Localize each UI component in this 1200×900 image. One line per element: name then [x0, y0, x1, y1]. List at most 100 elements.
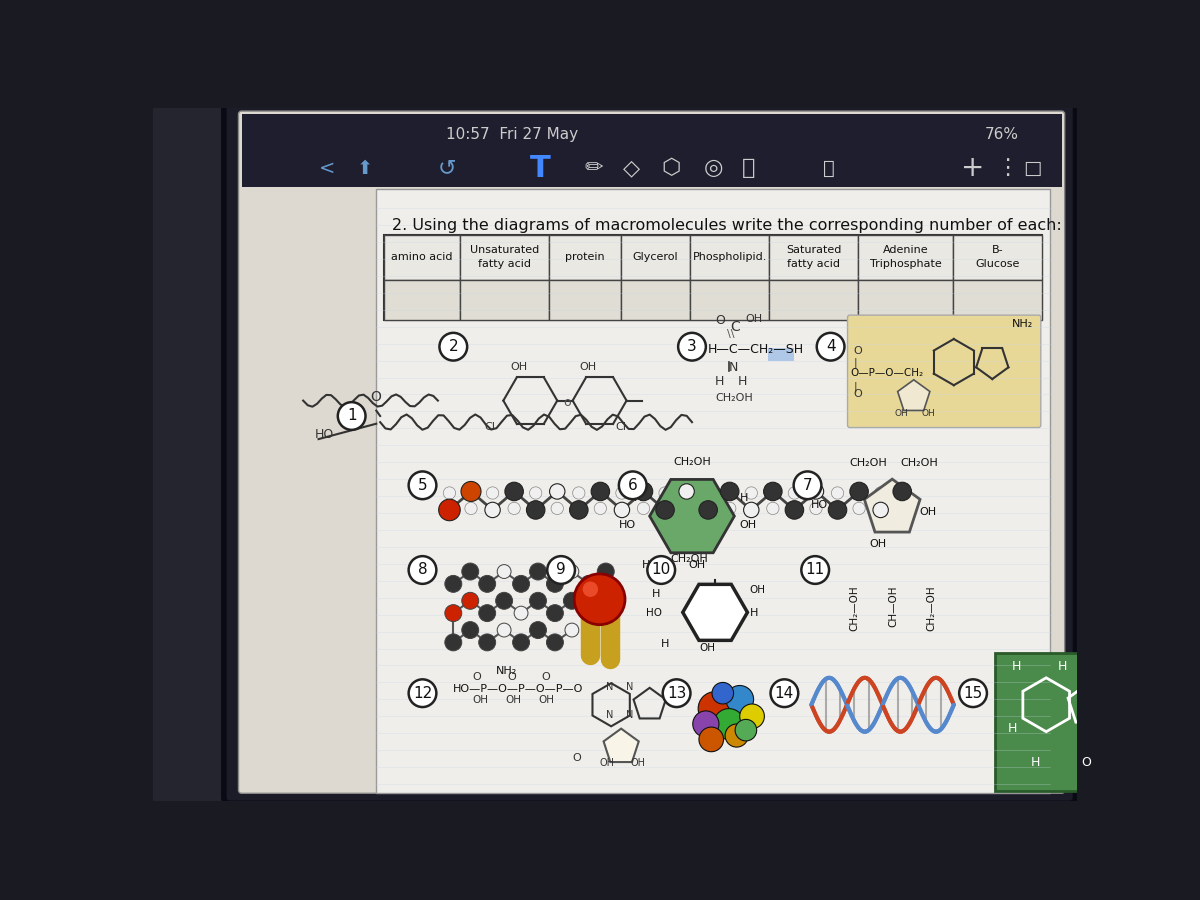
Circle shape: [592, 482, 610, 500]
Circle shape: [572, 487, 584, 500]
Circle shape: [679, 484, 695, 500]
Circle shape: [547, 556, 575, 584]
FancyBboxPatch shape: [622, 280, 690, 319]
Circle shape: [724, 502, 736, 515]
Circle shape: [726, 686, 754, 713]
Text: Saturated: Saturated: [786, 246, 841, 256]
Text: O: O: [473, 672, 481, 682]
Text: CH₂OH: CH₂OH: [850, 458, 888, 468]
Polygon shape: [864, 479, 920, 532]
Polygon shape: [649, 480, 734, 553]
Text: O—P—O—CH₂: O—P—O—CH₂: [851, 368, 924, 378]
Circle shape: [479, 575, 496, 592]
FancyBboxPatch shape: [769, 280, 858, 319]
Circle shape: [714, 708, 744, 740]
Circle shape: [479, 634, 496, 651]
Text: CH₂—OH: CH₂—OH: [926, 585, 937, 631]
Circle shape: [551, 502, 564, 515]
Circle shape: [598, 592, 614, 609]
Text: 2. Using the diagrams of macromolecules write the corresponding number of each:: 2. Using the diagrams of macromolecules …: [391, 218, 1062, 232]
Text: 2: 2: [449, 339, 458, 355]
Polygon shape: [898, 380, 930, 410]
Text: 10:57  Fri 27 May: 10:57 Fri 27 May: [445, 128, 577, 142]
Text: OH: OH: [688, 560, 706, 570]
Circle shape: [614, 502, 630, 518]
Text: OH: OH: [510, 362, 527, 372]
Text: |: |: [853, 381, 857, 392]
Text: 6: 6: [628, 478, 637, 493]
Text: H: H: [661, 639, 670, 649]
Text: N: N: [625, 682, 634, 692]
Text: OH: OH: [630, 759, 646, 769]
Text: N: N: [728, 361, 738, 374]
Circle shape: [702, 487, 714, 500]
Polygon shape: [683, 584, 748, 641]
Text: O: O: [508, 672, 516, 682]
FancyBboxPatch shape: [548, 280, 622, 319]
Circle shape: [514, 607, 528, 620]
Circle shape: [497, 564, 511, 579]
Circle shape: [565, 623, 578, 637]
Text: H: H: [715, 375, 725, 388]
Circle shape: [720, 482, 739, 500]
Circle shape: [656, 500, 674, 519]
Circle shape: [763, 482, 782, 500]
Text: fatty acid: fatty acid: [478, 259, 530, 269]
Text: <: <: [318, 158, 348, 177]
Text: ⬆: ⬆: [358, 158, 373, 177]
Circle shape: [439, 333, 467, 361]
Text: H: H: [1008, 722, 1018, 734]
Circle shape: [598, 563, 614, 580]
Circle shape: [793, 472, 821, 500]
Circle shape: [527, 500, 545, 519]
Circle shape: [853, 502, 865, 515]
Circle shape: [485, 502, 500, 518]
Text: Glycerol: Glycerol: [632, 252, 678, 263]
Text: \\: \\: [727, 329, 734, 339]
Circle shape: [817, 333, 845, 361]
Circle shape: [546, 575, 564, 592]
FancyBboxPatch shape: [690, 235, 769, 280]
FancyBboxPatch shape: [460, 280, 548, 319]
Text: O: O: [542, 672, 551, 682]
Circle shape: [828, 500, 847, 519]
Circle shape: [647, 556, 676, 584]
Text: 10: 10: [652, 562, 671, 578]
Text: NH₂: NH₂: [496, 666, 517, 676]
Circle shape: [505, 482, 523, 500]
Text: O: O: [1081, 756, 1091, 770]
Text: H: H: [750, 608, 758, 618]
Circle shape: [698, 692, 732, 725]
Text: ⬡: ⬡: [661, 158, 680, 178]
Text: OH: OH: [919, 507, 936, 517]
Circle shape: [850, 482, 869, 500]
Circle shape: [443, 487, 456, 500]
Text: OH: OH: [600, 759, 614, 769]
Circle shape: [409, 680, 437, 707]
Text: 3: 3: [688, 339, 697, 355]
Text: OH: OH: [894, 409, 908, 418]
Text: ✋: ✋: [742, 158, 756, 178]
Circle shape: [678, 333, 706, 361]
Text: CH₂OH: CH₂OH: [715, 392, 752, 402]
Text: 15: 15: [964, 686, 983, 701]
Text: 🎤: 🎤: [823, 158, 835, 177]
Text: ⋮: ⋮: [996, 158, 1019, 178]
Text: HO—P—O—P—O—P—O: HO—P—O—P—O—P—O: [454, 684, 583, 694]
Circle shape: [725, 724, 749, 747]
Circle shape: [744, 502, 758, 518]
Circle shape: [496, 592, 512, 609]
FancyBboxPatch shape: [995, 653, 1152, 791]
Text: HO: HO: [646, 608, 662, 618]
Circle shape: [546, 605, 564, 622]
Text: 11: 11: [805, 562, 824, 578]
Text: Unsaturated: Unsaturated: [469, 246, 539, 256]
Text: HO: HO: [811, 500, 828, 510]
FancyBboxPatch shape: [377, 189, 1050, 793]
Text: OH: OH: [869, 539, 887, 549]
Circle shape: [497, 623, 511, 637]
Circle shape: [439, 500, 461, 521]
Circle shape: [692, 711, 719, 737]
Circle shape: [770, 680, 798, 707]
Circle shape: [529, 592, 546, 609]
